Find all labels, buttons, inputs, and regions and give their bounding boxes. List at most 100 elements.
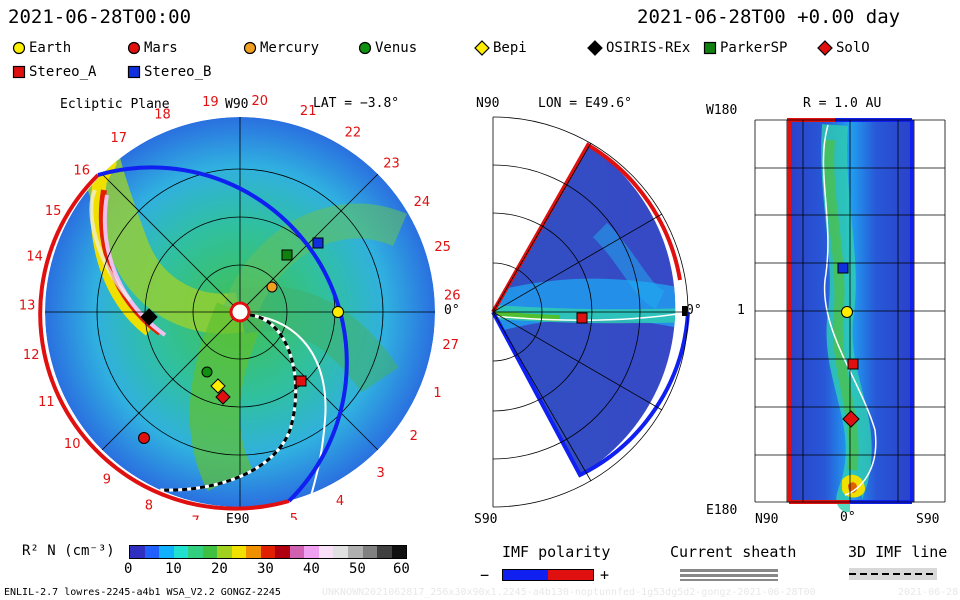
legend-item-osiris-rex: OSIRIS-REx (587, 40, 690, 56)
carrington-longitude-labels: 1920212223242526271234567891011121314151… (19, 94, 460, 520)
colorbar-swatch (130, 546, 145, 558)
imf-polarity-title: IMF polarity (502, 543, 611, 561)
square-marker-icon (127, 65, 141, 79)
footer-date: 2021-06-28 (898, 587, 959, 598)
carrington-number: 4 (336, 494, 344, 509)
stereo-a-meridional-marker (576, 312, 588, 324)
earth-marker (332, 306, 344, 318)
earth-radial-marker (841, 306, 853, 318)
bepi-marker (210, 378, 226, 394)
legend-item-solo: SolO (817, 40, 870, 56)
carrington-number: 22 (345, 125, 362, 140)
date-offset-title: 2021-06-28T00 +0.00 day (637, 6, 901, 28)
ecliptic-right-label: 0° (444, 303, 460, 318)
colorbar-tick: 50 (349, 561, 366, 577)
carrington-number: 14 (26, 250, 43, 265)
colorbar-swatch (318, 546, 334, 558)
legend-label-bepi: Bepi (493, 40, 527, 56)
carrington-number: 18 (154, 108, 171, 123)
colorbar-tick: 10 (165, 561, 182, 577)
circle-marker-icon (12, 41, 26, 55)
radial-top-left: W180 (706, 103, 738, 118)
legend-label-osiris-rex: OSIRIS-REx (606, 40, 691, 56)
stereo-a-radial-marker (847, 358, 859, 370)
radial-bottom-left: E180 (706, 503, 738, 518)
meridional-top-label: N90 (476, 96, 500, 111)
radial-axis-mid: 0° (840, 510, 856, 525)
carrington-number: 26 (444, 289, 460, 304)
ecliptic-lat-label: LAT = −3.8° (313, 96, 400, 111)
carrington-number: 19 (202, 95, 219, 110)
square-marker-icon (703, 41, 717, 55)
legend-label-earth: Earth (29, 40, 72, 56)
solo-marker (215, 389, 231, 405)
colorbar-swatch (304, 546, 319, 558)
stereo-b-radial-marker (837, 262, 849, 274)
meridional-plane-map (491, 116, 690, 508)
legend-label-stereo-a: Stereo_A (29, 64, 97, 80)
radial-mid-left: 1 (737, 303, 745, 318)
parker-solar-probe-marker (281, 249, 293, 261)
imf-line-swatch (849, 568, 937, 580)
carrington-number: 20 (252, 94, 269, 109)
legend-item-mercury: Mercury (243, 40, 319, 56)
mercury-marker (266, 281, 278, 293)
imf-line-title: 3D IMF line (848, 543, 948, 561)
carrington-number: 27 (442, 338, 459, 353)
stereo-b-marker (312, 237, 324, 249)
mars-marker (138, 432, 150, 444)
colorbar-swatch (202, 546, 218, 558)
radial-axis-right: S90 (916, 512, 940, 527)
colorbar-swatch (391, 546, 407, 558)
circle-marker-icon (127, 41, 141, 55)
diamond-marker-icon (587, 40, 603, 56)
legend-item-venus: Venus (358, 40, 417, 56)
carrington-number: 7 (192, 514, 200, 520)
legend-item-mars: Mars (127, 40, 178, 56)
model-info: ENLIL-2.7 lowres-2245-a4b1 WSA_V2.2 GONG… (4, 587, 281, 598)
legend-label-venus: Venus (375, 40, 418, 56)
circle-marker-icon (358, 41, 372, 55)
carrington-number: 21 (300, 104, 317, 119)
carrington-number: 10 (64, 437, 81, 452)
colorbar-swatch (246, 546, 261, 558)
colorbar-tick: 40 (303, 561, 320, 577)
legend-item-stereo-a: Stereo_A (12, 64, 96, 80)
meridional-lon-label: LON = E49.6° (538, 96, 632, 111)
carrington-number: 9 (103, 472, 111, 487)
carrington-number: 5 (290, 512, 298, 520)
colorbar-tick: 30 (257, 561, 274, 577)
imf-polarity-bar (502, 569, 594, 581)
carrington-number: 15 (45, 204, 62, 219)
carrington-number: 24 (414, 195, 431, 210)
colorbar-tick: 0 (124, 561, 133, 577)
carrington-number: 3 (377, 466, 385, 481)
current-sheath-swatch (680, 569, 778, 581)
colorbar-swatch (347, 546, 363, 558)
osiris-rex-marker (140, 308, 158, 326)
colorbar-swatch (260, 546, 276, 558)
carrington-number: 17 (111, 131, 128, 146)
stereo-a-marker (295, 375, 307, 387)
colorbar-swatch (377, 546, 392, 558)
carrington-number: 11 (38, 395, 55, 410)
colorbar-swatch (144, 546, 160, 558)
square-marker-icon (12, 65, 26, 79)
ecliptic-top-label: W90 (225, 97, 249, 112)
colorbar-swatch (289, 546, 305, 558)
imf-negative-segment (503, 570, 548, 580)
colorbar-ticks: 0 10 20 30 40 50 60 (124, 561, 410, 579)
carrington-number: 25 (434, 240, 451, 255)
legend-label-solo: SolO (836, 40, 870, 56)
legend-label-stereo-b: Stereo_B (144, 64, 212, 80)
colorbar-swatch (188, 546, 203, 558)
legend-label-parkersp: ParkerSP (720, 40, 788, 56)
imf-plus-label: + (600, 566, 610, 584)
meridional-bottom-label: S90 (474, 512, 498, 527)
legend-label-mars: Mars (144, 40, 178, 56)
carrington-number: 13 (19, 299, 36, 314)
carrington-number: 1 (433, 386, 441, 401)
colorbar-swatch (173, 546, 189, 558)
carrington-number: 2 (410, 429, 418, 444)
colorbar-tick: 60 (393, 561, 410, 577)
